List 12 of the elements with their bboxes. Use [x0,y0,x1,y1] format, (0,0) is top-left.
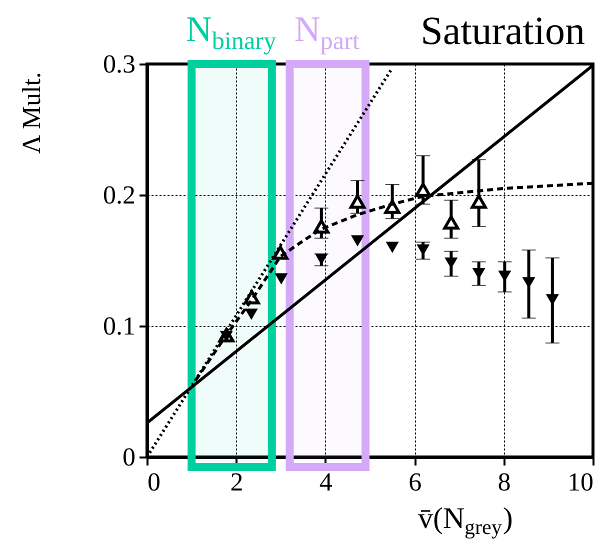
x-tick-label: 10 [568,468,594,496]
y-tick-label: 0.2 [103,180,136,210]
x-tick-label: 4 [319,468,332,496]
text: Saturation [420,8,585,53]
y-tick-label: 0.3 [103,50,136,78]
x-tick-label: 2 [230,468,244,496]
y-tick-label: 0 [122,442,136,472]
x-tick-label: 6 [408,468,422,496]
y-axis-title: Λ Mult. [17,72,46,154]
x-tick-label: 0 [148,468,160,496]
y-tick-label: 0.1 [103,312,136,340]
x-tick-label: 8 [498,468,511,496]
